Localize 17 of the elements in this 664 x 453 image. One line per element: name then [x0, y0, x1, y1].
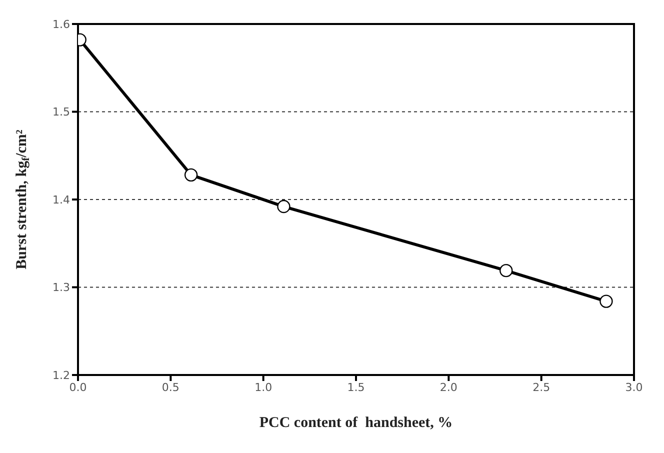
- x-tick-label: 2.0: [440, 380, 458, 394]
- y-tick-label: 1.4: [52, 193, 70, 206]
- x-tick-label: 1.0: [254, 380, 272, 394]
- x-tick-label: 2.5: [532, 380, 550, 394]
- point: [600, 294, 613, 308]
- y-tick-label: 1.2: [52, 368, 70, 382]
- x-axis-title: PCC content of handsheet, %: [259, 415, 453, 431]
- x-tick-label: 0.0: [69, 380, 87, 394]
- point: [277, 200, 290, 214]
- y-tick-label: 1.6: [52, 18, 70, 31]
- x-tick-label: 3.0: [625, 380, 643, 394]
- y-tick-label: 1.3: [52, 281, 70, 294]
- point: [184, 168, 198, 182]
- y-tick-label: 1.5: [52, 106, 70, 119]
- point: [500, 264, 513, 278]
- x-tick-label: 1.5: [347, 380, 365, 394]
- x-tick-label: 0.5: [162, 380, 180, 394]
